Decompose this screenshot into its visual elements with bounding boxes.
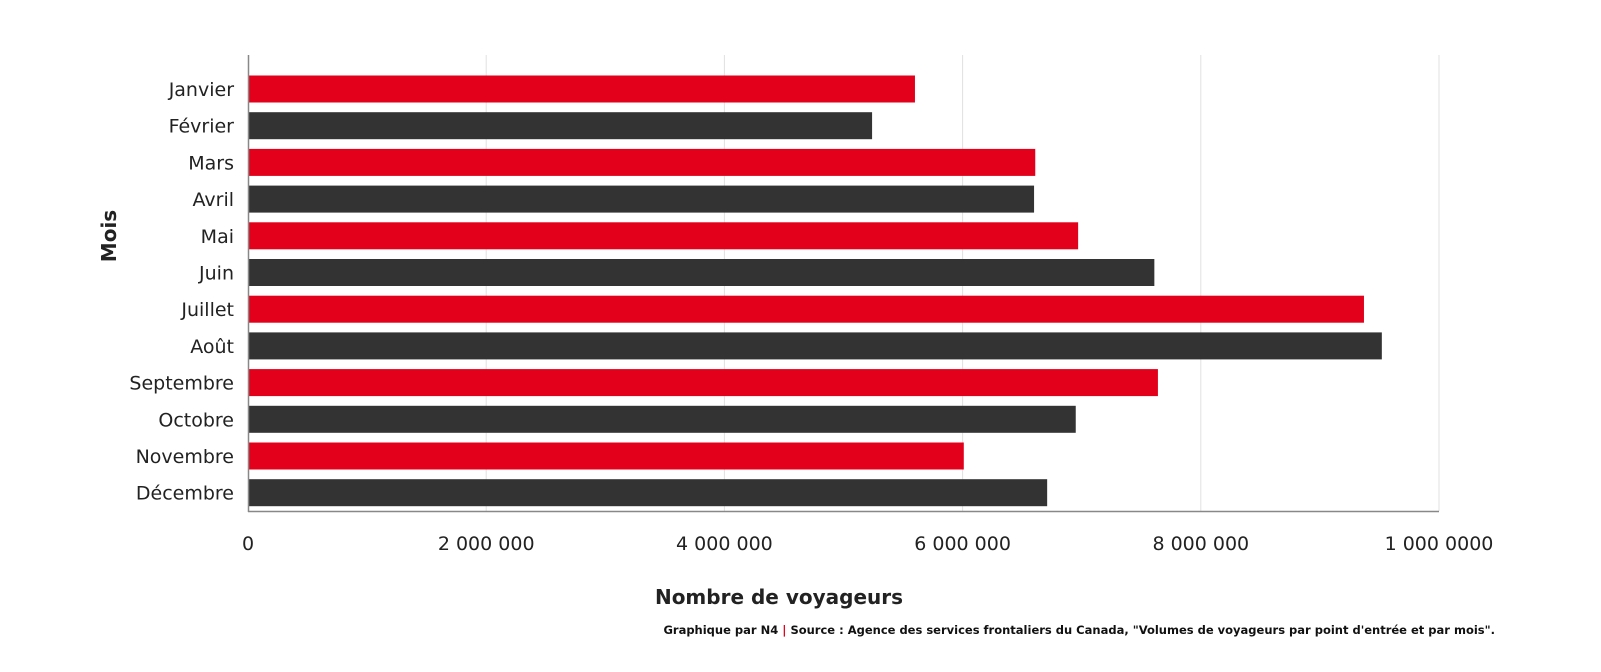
x-tick-label: 8 000 000 bbox=[1152, 533, 1249, 555]
bar-juin bbox=[249, 259, 1155, 286]
x-tick-labels: 0 2 000 000 4 000 000 6 000 000 8 000 000 1 0… bbox=[242, 533, 1493, 555]
category-label: Novembre bbox=[136, 446, 234, 468]
x-tick-label: 0 bbox=[242, 533, 254, 555]
category-labels: Janvier Février Mars Avril Mai Juin Juillet Aoû… bbox=[129, 79, 234, 505]
category-label: Août bbox=[190, 336, 234, 358]
bar-janvier bbox=[249, 75, 915, 103]
category-label: Septembre bbox=[129, 373, 234, 395]
bar-décembre bbox=[249, 479, 1048, 507]
category-label: Mars bbox=[188, 152, 234, 174]
x-tick-label: 4 000 000 bbox=[676, 533, 773, 555]
source-text: Source : Agence des services frontaliers… bbox=[790, 623, 1495, 637]
bar-avril bbox=[249, 185, 1035, 213]
bar-mai bbox=[249, 222, 1079, 250]
x-tick-label: 2 000 000 bbox=[438, 533, 535, 555]
category-label: Février bbox=[169, 116, 235, 138]
bar-février bbox=[249, 112, 873, 140]
category-label: Avril bbox=[193, 189, 235, 211]
category-label: Juillet bbox=[180, 299, 234, 321]
bar-juillet bbox=[249, 295, 1364, 323]
bar-août bbox=[249, 332, 1382, 360]
bar-septembre bbox=[249, 369, 1158, 397]
credit-line: Graphique par N4 | Source : Agence des s… bbox=[663, 623, 1495, 637]
category-label: Janvier bbox=[168, 79, 235, 101]
credit-separator: | bbox=[782, 623, 787, 637]
category-label: Décembre bbox=[136, 483, 234, 505]
y-axis-title: Mois bbox=[97, 210, 121, 262]
bar-octobre bbox=[249, 405, 1076, 433]
x-tick-label: 1 000 0000 bbox=[1385, 533, 1494, 555]
x-tick-label: 6 000 000 bbox=[914, 533, 1011, 555]
category-label: Juin bbox=[198, 263, 234, 285]
bars bbox=[249, 75, 1382, 507]
x-axis-title: Nombre de voyageurs bbox=[655, 585, 903, 609]
bar-mars bbox=[249, 148, 1036, 176]
category-label: Mai bbox=[201, 226, 234, 248]
category-label: Octobre bbox=[158, 409, 234, 431]
credit-text: Graphique par N4 bbox=[663, 623, 779, 637]
bar-novembre bbox=[249, 442, 964, 470]
